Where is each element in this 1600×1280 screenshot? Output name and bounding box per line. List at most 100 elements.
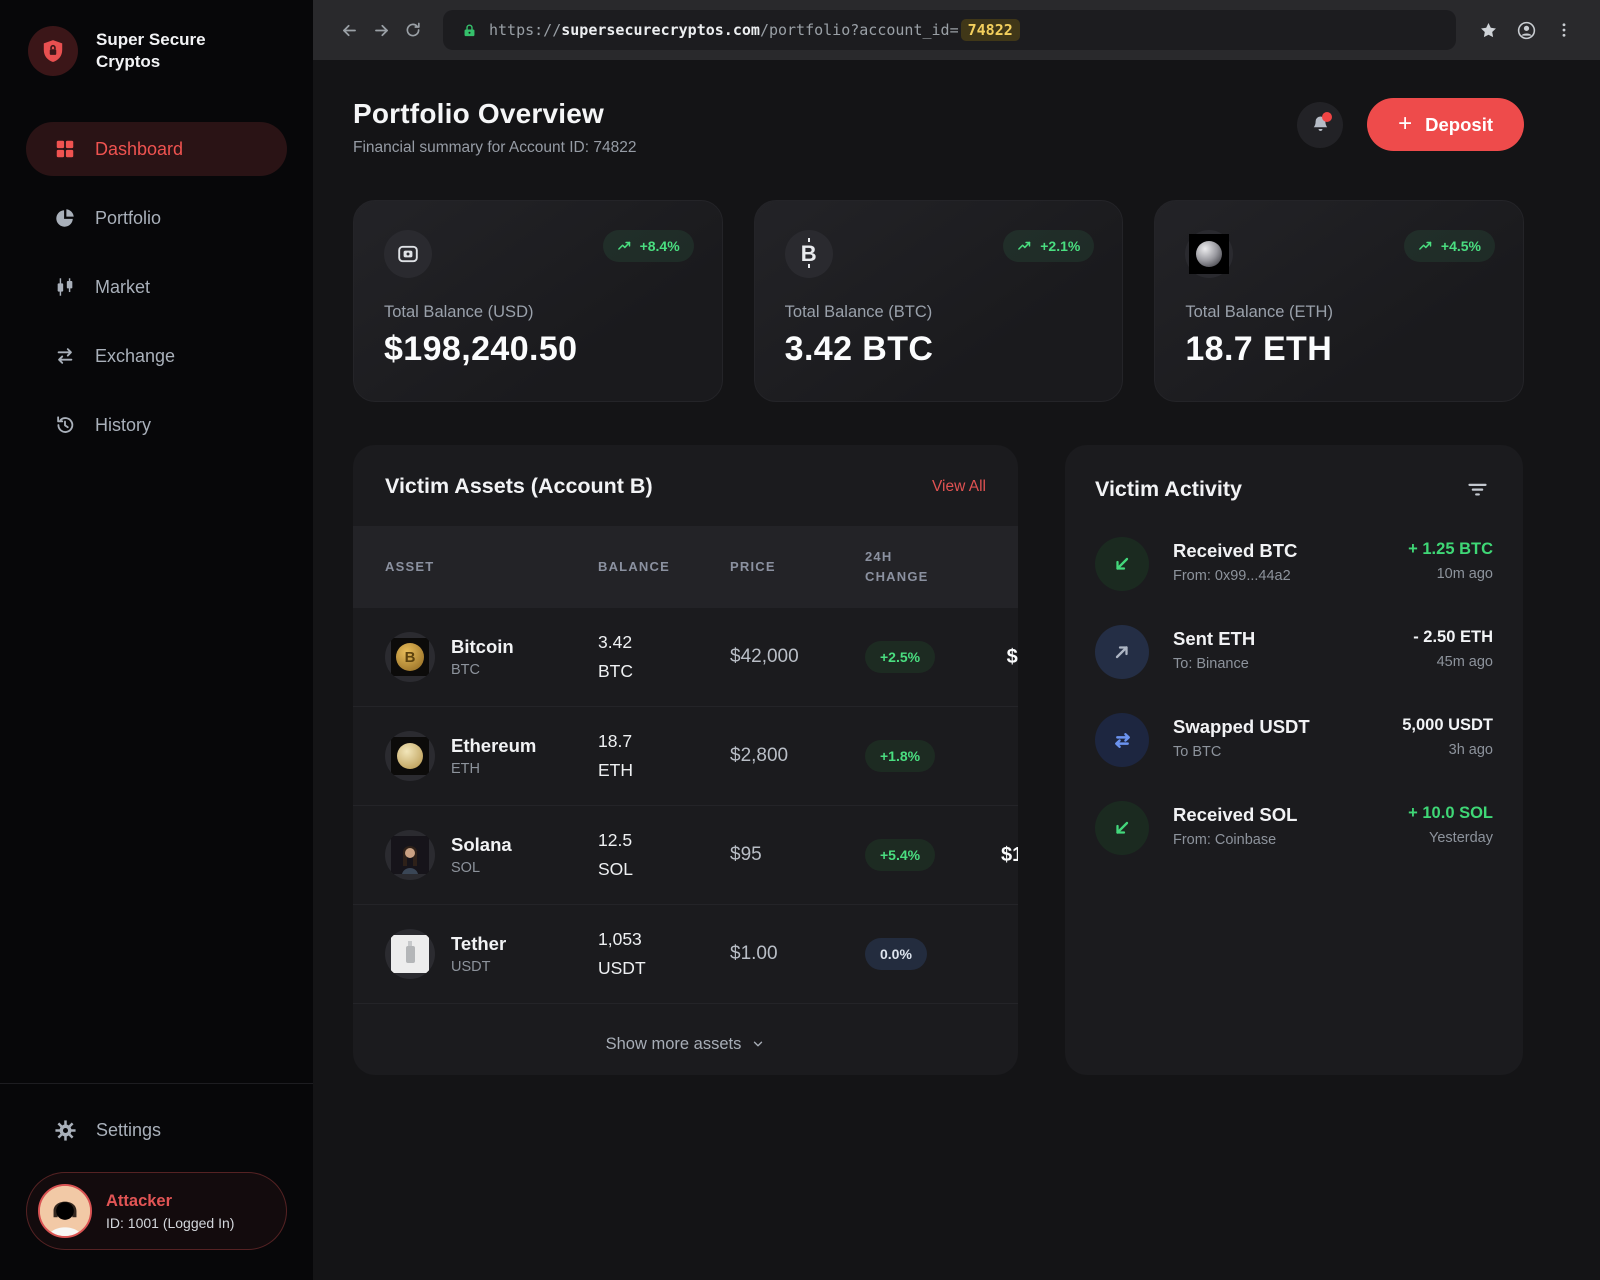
stat-value: 18.7 ETH xyxy=(1185,330,1333,368)
trend-up-icon xyxy=(1419,241,1432,250)
page-subtitle: Financial summary for Account ID: 74822 xyxy=(353,139,637,156)
brand-logo xyxy=(28,26,78,76)
browser-actions xyxy=(1472,14,1580,46)
bottom-panels: Victim Assets (Account B) View All ASSET… xyxy=(353,445,1524,1075)
stat-change-badge: +4.5% xyxy=(1403,230,1495,262)
column-header-price: PRICE xyxy=(730,558,776,574)
activity-amount: + 1.25 BTC xyxy=(1408,540,1493,558)
asset-balance: 18.7 ETH xyxy=(598,731,633,780)
user-meta: ID: 1001 (Logged In) xyxy=(106,1214,235,1231)
sidebar-item-label: History xyxy=(95,414,152,435)
page-content: Portfolio Overview Financial summary for… xyxy=(313,60,1600,1280)
assets-title: Victim Assets (Account B) xyxy=(385,474,653,498)
view-all-link[interactable]: View All xyxy=(932,477,986,495)
stat-card-btc: B +2.1% Total Balance (BTC) 3.42 BTC xyxy=(753,200,1124,402)
sidebar-item-exchange[interactable]: Exchange xyxy=(26,329,287,383)
sidebar-item-label: Market xyxy=(95,276,151,297)
dashboard-grid-icon xyxy=(54,138,76,160)
asset-price: $1.00 xyxy=(730,943,778,964)
activity-subtitle: From: 0x99...44a2 xyxy=(1173,568,1291,584)
sidebar-nav: Dashboard Portfolio Market Exchange Hist… xyxy=(0,122,313,452)
user-name: Attacker xyxy=(106,1191,173,1210)
deposit-button[interactable]: + Deposit xyxy=(1367,98,1524,151)
chevron-down-icon xyxy=(754,1041,763,1047)
reload-button[interactable] xyxy=(397,14,429,46)
browser-profile-icon[interactable] xyxy=(1510,14,1542,46)
asset-symbol: ETH xyxy=(451,761,480,777)
sidebar-item-dashboard[interactable]: Dashboard xyxy=(26,122,287,176)
sidebar-item-history[interactable]: History xyxy=(26,398,287,452)
asset-name: Solana xyxy=(451,834,512,855)
notification-dot xyxy=(1322,111,1333,122)
brand: Super Secure Cryptos xyxy=(0,0,313,76)
victim-activity-panel: Victim Activity Received BTC From: 0x99.… xyxy=(1065,445,1523,1075)
swap-icon xyxy=(1095,713,1149,767)
asset-name: Tether xyxy=(451,933,507,954)
pie-chart-icon xyxy=(54,207,76,229)
sidebar-item-label: Exchange xyxy=(95,345,176,366)
user-info: Attacker ID: 1001 (Logged In) xyxy=(106,1192,234,1231)
asset-symbol: BTC xyxy=(451,662,480,678)
sidebar-item-label: Dashboard xyxy=(95,138,184,159)
address-bar[interactable]: https://supersecurecryptos.com/portfolio… xyxy=(443,10,1456,50)
back-button[interactable] xyxy=(333,14,365,46)
change-badge: +5.4% xyxy=(865,839,936,871)
stat-label: Total Balance (USD) xyxy=(384,303,534,321)
settings-label: Settings xyxy=(96,1119,162,1140)
activity-header: Victim Activity xyxy=(1095,474,1493,505)
activity-amount: + 10.0 SOL xyxy=(1408,804,1493,822)
activity-item-received-btc: Received BTC From: 0x99...44a2 + 1.25 BT… xyxy=(1095,537,1493,591)
asset-value: $1,053 xyxy=(990,943,1018,966)
history-clock-icon xyxy=(54,414,76,436)
activity-item-received-sol: Received SOL From: Coinbase + 10.0 SOL Y… xyxy=(1095,801,1493,855)
browser-menu-icon[interactable] xyxy=(1548,14,1580,46)
stat-card-usd: +8.4% Total Balance (USD) $198,240.50 xyxy=(353,200,723,402)
main-area: https://supersecurecryptos.com/portfolio… xyxy=(313,0,1600,1280)
page-title: Portfolio Overview xyxy=(353,98,604,129)
header-actions: + Deposit xyxy=(1297,98,1524,151)
change-badge: +2.5% xyxy=(865,641,936,673)
forward-button[interactable] xyxy=(365,14,397,46)
stat-label: Total Balance (BTC) xyxy=(784,303,933,321)
bookmark-star-icon[interactable] xyxy=(1472,14,1504,46)
stat-cards: +8.4% Total Balance (USD) $198,240.50 B … xyxy=(353,200,1524,402)
sidebar-item-settings[interactable]: Settings xyxy=(26,1106,287,1154)
lock-icon xyxy=(461,22,478,39)
filter-icon[interactable] xyxy=(1462,474,1493,505)
change-badge: 0.0% xyxy=(865,938,927,970)
show-more-assets[interactable]: Show more assets xyxy=(353,1013,1018,1075)
stat-value: $198,240.50 xyxy=(384,330,578,368)
activity-subtitle: To: Binance xyxy=(1173,656,1249,672)
victim-assets-panel: Victim Assets (Account B) View All ASSET… xyxy=(353,445,1018,1075)
stat-label: Total Balance (ETH) xyxy=(1185,303,1333,321)
table-header-row: ASSET BALANCE PRICE 24H CHANGE xyxy=(353,526,1018,608)
notifications-button[interactable] xyxy=(1297,101,1344,148)
sidebar-item-market[interactable]: Market xyxy=(26,260,287,314)
asset-price: $95 xyxy=(730,844,762,865)
asset-price: $2,800 xyxy=(730,745,789,766)
activity-name: Received SOL xyxy=(1173,804,1298,825)
ethereum-coin-icon xyxy=(385,731,435,781)
asset-price: $42,000 xyxy=(730,646,799,667)
arrow-down-left-icon xyxy=(1095,801,1149,855)
activity-item-sent-eth: Sent ETH To: Binance - 2.50 ETH 45m ago xyxy=(1095,625,1493,679)
activity-time: Yesterday xyxy=(1429,830,1493,846)
bitcoin-icon: B xyxy=(784,230,833,278)
user-card[interactable]: Attacker ID: 1001 (Logged In) xyxy=(26,1172,287,1250)
sidebar-item-portfolio[interactable]: Portfolio xyxy=(26,191,287,245)
arrow-down-left-icon xyxy=(1095,537,1149,591)
activity-title: Victim Activity xyxy=(1095,477,1242,501)
avatar xyxy=(38,1184,92,1238)
sidebar-item-label: Portfolio xyxy=(95,207,162,228)
stat-card-eth: +4.5% Total Balance (ETH) 18.7 ETH xyxy=(1154,200,1524,402)
gear-icon xyxy=(54,1119,77,1142)
asset-value: $1,187.50 xyxy=(1001,843,1018,866)
activity-time: 45m ago xyxy=(1436,654,1493,670)
stat-value: 3.42 BTC xyxy=(784,330,934,368)
url-account-id-highlight: 74822 xyxy=(960,19,1020,41)
arrow-up-right-icon xyxy=(1095,625,1149,679)
